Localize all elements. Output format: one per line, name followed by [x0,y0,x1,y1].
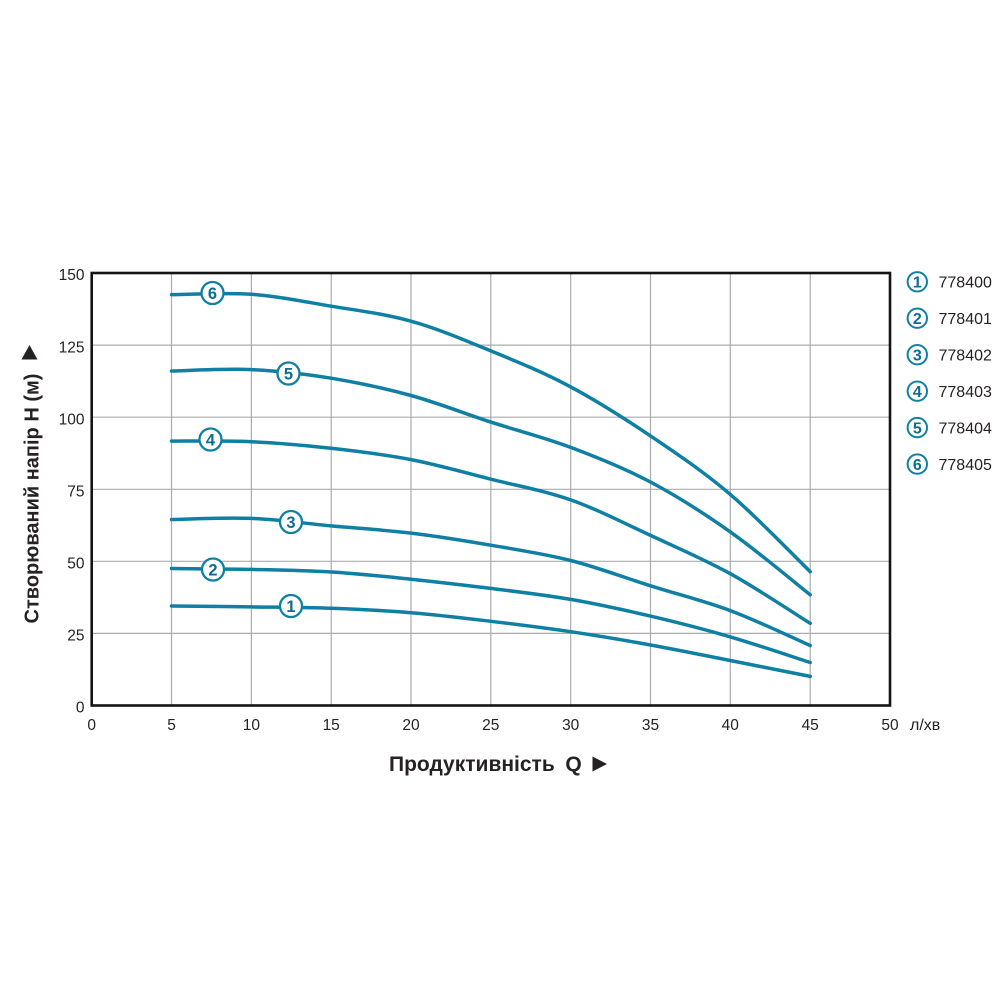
svg-text:15: 15 [323,717,340,734]
svg-text:3: 3 [913,348,922,365]
svg-text:5: 5 [284,365,293,383]
svg-text:Q: Q [565,753,581,776]
svg-text:Створюваний напір Н (м): Створюваний напір Н (м) [22,374,44,624]
svg-text:150: 150 [59,267,85,284]
svg-text:Продуктивність: Продуктивність [389,753,555,776]
svg-text:778402: 778402 [939,348,992,365]
svg-text:25: 25 [67,628,84,645]
svg-text:778404: 778404 [939,421,992,438]
svg-text:778403: 778403 [939,384,992,401]
svg-text:2: 2 [913,311,922,328]
svg-text:5: 5 [167,717,176,734]
svg-text:л/хв: л/хв [910,717,940,734]
svg-text:10: 10 [243,717,261,734]
svg-text:75: 75 [67,484,84,501]
svg-text:6: 6 [208,285,217,303]
svg-text:1: 1 [913,275,922,292]
svg-text:100: 100 [59,411,85,428]
svg-text:778401: 778401 [939,311,992,328]
svg-text:6: 6 [913,457,922,474]
svg-text:1: 1 [286,598,295,616]
svg-text:125: 125 [59,339,85,356]
svg-text:4: 4 [913,384,922,401]
svg-text:778405: 778405 [939,457,992,474]
svg-text:35: 35 [642,717,659,734]
svg-text:40: 40 [722,717,740,734]
svg-text:0: 0 [87,717,96,734]
svg-text:2: 2 [208,561,217,579]
svg-text:5: 5 [913,420,922,437]
svg-text:20: 20 [402,717,420,734]
svg-text:25: 25 [482,717,499,734]
svg-text:3: 3 [286,514,295,532]
svg-text:45: 45 [802,717,819,734]
svg-text:778400: 778400 [939,275,992,292]
svg-text:50: 50 [881,717,899,734]
svg-text:0: 0 [76,700,85,717]
svg-text:30: 30 [562,717,580,734]
svg-text:50: 50 [67,556,85,573]
svg-text:4: 4 [206,431,216,449]
